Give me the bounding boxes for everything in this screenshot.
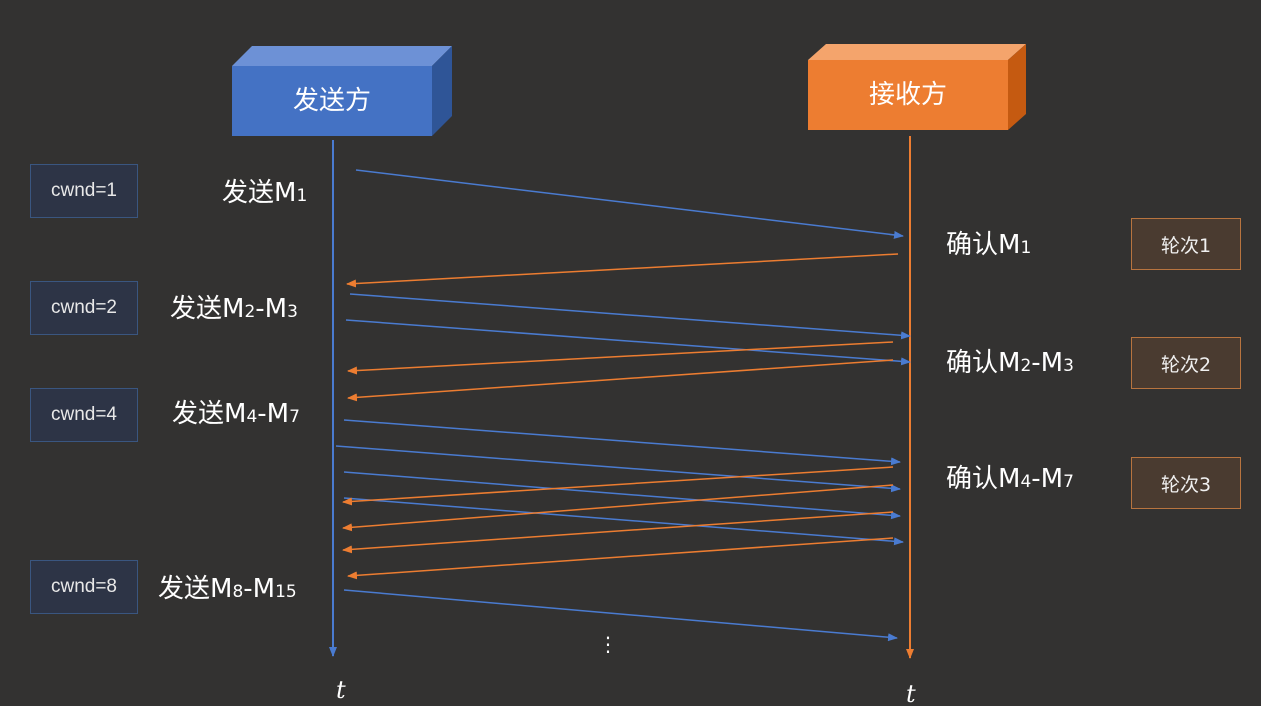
ack-arrow — [347, 341, 894, 375]
ack-arrow — [347, 537, 894, 580]
round-box: 轮次1 — [1131, 218, 1241, 270]
send-arrow — [345, 319, 911, 366]
ack-arrows — [342, 253, 899, 580]
send-arrow — [349, 293, 911, 340]
round-box: 轮次2 — [1131, 337, 1241, 389]
send-label: 发送M8-M15 — [158, 574, 297, 604]
send-arrow — [343, 497, 904, 546]
send-arrow — [335, 445, 901, 493]
send-label: 发送M1 — [222, 178, 308, 208]
sender-time-axis-label: t — [336, 676, 346, 704]
send-label: 发送M4-M7 — [172, 399, 300, 429]
cwnd-box: cwnd=2 — [30, 281, 138, 335]
send-arrow — [355, 169, 904, 239]
receiver-box — [808, 44, 1026, 130]
receiver-time-axis-label: t — [906, 680, 916, 706]
cwnd-box: cwnd=4 — [30, 388, 138, 442]
ack-arrow — [342, 466, 894, 506]
ack-label: 确认M4-M7 — [946, 464, 1074, 494]
ack-arrow — [346, 253, 899, 288]
ack-arrow — [347, 359, 894, 402]
sender-box — [232, 46, 452, 136]
send-label: 发送M2-M3 — [170, 294, 298, 324]
send-arrows — [335, 169, 911, 642]
ack-label: 确认M2-M3 — [946, 348, 1074, 378]
cwnd-box: cwnd=1 — [30, 164, 138, 218]
send-arrow — [343, 471, 901, 520]
sender-label: 发送方 — [292, 86, 371, 116]
send-arrow — [343, 419, 901, 466]
round-box: 轮次3 — [1131, 457, 1241, 509]
ack-label: 确认M1 — [946, 230, 1032, 260]
cwnd-box: cwnd=8 — [30, 560, 138, 614]
send-arrow — [343, 589, 898, 642]
ack-arrow — [342, 511, 894, 554]
continuation-ellipsis: ⋮ — [598, 632, 618, 656]
receiver-label: 接收方 — [868, 80, 947, 110]
ack-arrow — [342, 484, 894, 532]
